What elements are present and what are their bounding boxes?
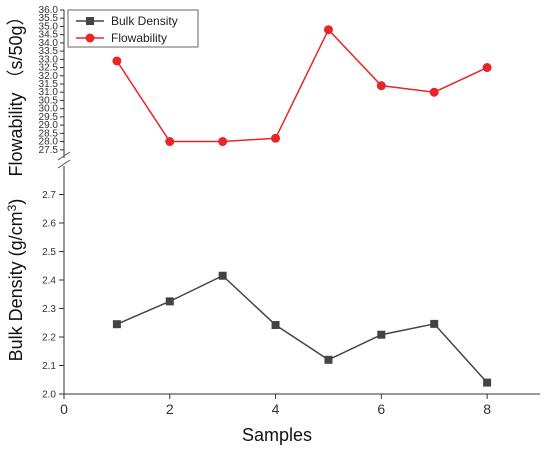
y-tick-label-top: 33.0: [39, 54, 59, 65]
y-tick-label-top: 34.5: [39, 30, 59, 41]
y-tick-label-top: 30.5: [39, 95, 59, 106]
x-tick-label: 4: [272, 401, 280, 417]
y-tick-label-top: 27.5: [39, 145, 59, 156]
bulk-density-point: [112, 320, 121, 329]
legend-bulk-label: Bulk Density: [111, 14, 178, 28]
y-tick-label-top: 31.0: [39, 87, 59, 98]
bulk-density-point: [430, 319, 439, 328]
y-tick-label-top: 31.5: [39, 79, 59, 90]
x-tick-label: 6: [377, 401, 385, 417]
bulk-density-point: [271, 321, 280, 330]
y-axis-title-top: Flowability （s/50g）: [6, 7, 26, 176]
x-axis-title: Samples: [242, 425, 312, 445]
legend-flow-marker: [85, 33, 95, 43]
bulk-density-point: [324, 355, 333, 364]
x-tick-label: 2: [166, 401, 174, 417]
y-tick-label-bottom: 2.6: [42, 219, 56, 230]
legend: Bulk Density Flowability: [67, 9, 199, 48]
series-line-flowability: [116, 28, 488, 143]
y-tick-label-top: 36.0: [39, 5, 59, 16]
y-tick-label-top: 35.5: [39, 13, 59, 24]
y-axis-title-bottom: Bulk Density (g/cm3): [5, 199, 26, 362]
x-tick-label: 8: [483, 401, 491, 417]
x-tick-label: 0: [60, 401, 68, 417]
y-tick-label-top: 29.5: [39, 112, 59, 123]
y-tick-label-top: 28.0: [39, 137, 59, 148]
bulk-density-point: [377, 330, 386, 339]
tick-marks: [59, 9, 488, 399]
y-tick-label-bottom: 2.0: [42, 390, 56, 401]
y-tick-label-bottom: 2.7: [42, 190, 56, 201]
flowability-point: [429, 87, 439, 97]
flowability-point: [323, 25, 333, 35]
flowability-point: [218, 137, 228, 147]
y-tick-label-top: 34.0: [39, 38, 59, 49]
flowability-point: [376, 81, 386, 91]
flowability-point: [165, 137, 175, 147]
bulk-density-point: [165, 297, 174, 306]
axis-break-mark: [57, 151, 71, 169]
y-tick-label-top: 29.0: [39, 120, 59, 131]
y-tick-label-bottom: 2.2: [42, 333, 56, 344]
y-tick-label-top: 32.0: [39, 71, 59, 82]
series-line-bulk-density: [116, 274, 488, 384]
legend-flow-label: Flowability: [111, 31, 167, 45]
flowability-point: [112, 56, 122, 66]
tick-labels: 0 2 4 6 8 2.0 2.1 2.2 2.3 2.4 2.5 2.6 2.7 27.528.028.…: [39, 5, 492, 417]
axes-frame: [63, 10, 540, 395]
flowability-point: [482, 63, 492, 73]
y-tick-label-bottom: 2.5: [42, 247, 56, 258]
y-tick-label-bottom: 2.3: [42, 304, 56, 315]
flowability-point: [271, 133, 281, 143]
y-tick-label-bottom: 2.1: [42, 361, 56, 372]
y-tick-label-top: 35.0: [39, 21, 59, 32]
series-layer: [112, 25, 492, 387]
y-tick-label-top: 28.5: [39, 128, 59, 139]
bulk-density-point: [483, 378, 492, 387]
y-tick-label-top: 33.5: [39, 46, 59, 57]
y-tick-label-top: 32.5: [39, 63, 59, 74]
y-tick-label-top: 30.0: [39, 104, 59, 115]
legend-bulk-marker: [86, 17, 94, 25]
y-tick-label-bottom: 2.4: [42, 276, 56, 287]
bulk-density-point: [218, 271, 227, 280]
